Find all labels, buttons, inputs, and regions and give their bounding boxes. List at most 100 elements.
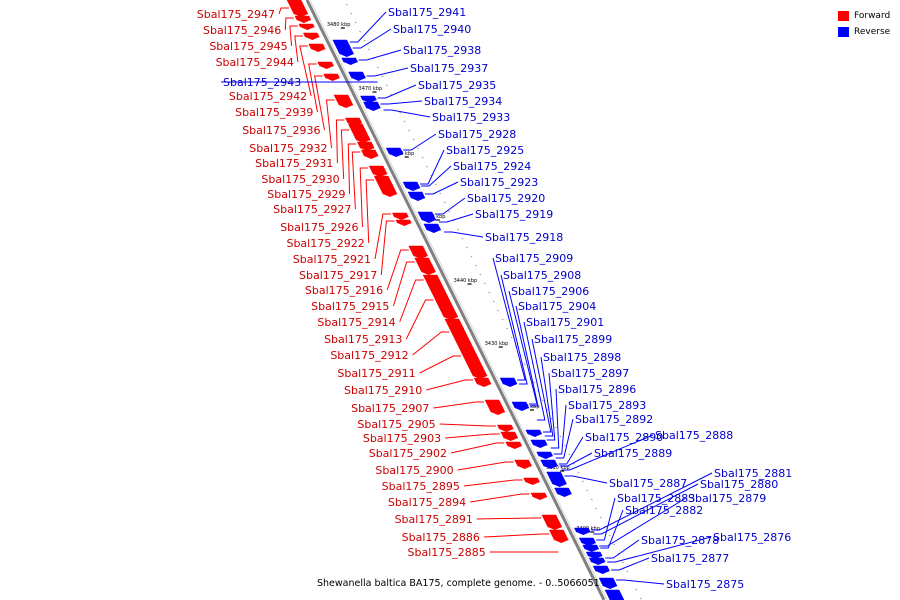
- forward-gene-label[interactable]: Sbal175_2946: [203, 24, 281, 37]
- reverse-gene-label[interactable]: Sbal175_2928: [438, 128, 516, 141]
- minor-tick: [461, 237, 464, 240]
- forward-gene-label[interactable]: Sbal175_2917: [299, 269, 377, 282]
- reverse-gene-label[interactable]: Sbal175_2893: [568, 399, 646, 412]
- reverse-gene-label[interactable]: Sbal175_2882: [625, 504, 703, 517]
- label-leader-line: [284, 17, 294, 31]
- forward-gene-label[interactable]: Sbal175_2921: [293, 253, 371, 266]
- reverse-gene-label[interactable]: Sbal175_2919: [475, 208, 553, 221]
- forward-gene-label[interactable]: Sbal175_2930: [261, 173, 339, 186]
- reverse-gene-label[interactable]: Sbal175_2909: [495, 252, 573, 265]
- gene-glyph: [423, 223, 442, 231]
- forward-gene-label[interactable]: Sbal175_2926: [280, 221, 358, 234]
- gene-arrowhead: [325, 78, 340, 81]
- gene-glyph: [578, 537, 597, 544]
- forward-gene-label[interactable]: Sbal175_2895: [382, 480, 460, 493]
- forward-gene-label[interactable]: Sbal175_2932: [249, 142, 327, 155]
- label-leader-line: [555, 418, 574, 459]
- reverse-gene-label[interactable]: Sbal175_2923: [460, 176, 538, 189]
- forward-gene-label[interactable]: Sbal175_2905: [357, 418, 435, 431]
- reverse-gene-label[interactable]: Sbal175_2937: [410, 62, 488, 75]
- reverse-gene-label[interactable]: Sbal175_2924: [453, 160, 531, 173]
- label-leader-line: [308, 63, 318, 113]
- genome-caption: Shewanella baltica BA175, complete genom…: [317, 578, 600, 589]
- forward-gene-label[interactable]: Sbal175_2936: [242, 124, 320, 137]
- reverse-gene-label[interactable]: Sbal175_2876: [713, 531, 791, 544]
- reverse-gene-label[interactable]: Sbal175_2887: [609, 477, 687, 490]
- forward-gene-label[interactable]: Sbal175_2914: [317, 316, 395, 329]
- reverse-gene-label[interactable]: Sbal175_2901: [526, 316, 604, 329]
- reverse-gene-label[interactable]: Sbal175_2943: [223, 76, 301, 89]
- gene-glyph: [582, 544, 600, 550]
- reverse-gene-label[interactable]: Sbal175_2933: [432, 111, 510, 124]
- label-leader-line: [445, 433, 500, 439]
- forward-gene-label[interactable]: Sbal175_2915: [311, 300, 389, 313]
- forward-gene-label[interactable]: Sbal175_2922: [286, 237, 364, 250]
- minor-tick: [416, 147, 420, 150]
- reverse-gene-label[interactable]: Sbal175_2899: [534, 333, 612, 346]
- reverse-gene-label[interactable]: Sbal175_2896: [558, 383, 636, 396]
- reverse-gene-label[interactable]: Sbal175_2875: [666, 578, 744, 591]
- reverse-gene-label[interactable]: Sbal175_2880: [700, 478, 778, 491]
- reverse-gene-label[interactable]: Sbal175_2889: [594, 447, 672, 460]
- reverse-gene-label[interactable]: Sbal175_2908: [503, 269, 581, 282]
- label-leader-line: [434, 197, 466, 215]
- forward-gene-label[interactable]: Sbal175_2900: [375, 464, 453, 477]
- forward-gene-label[interactable]: Sbal175_2942: [229, 90, 307, 103]
- forward-gene-label[interactable]: Sbal175_2913: [324, 333, 402, 346]
- reverse-gene-label[interactable]: Sbal175_2935: [418, 79, 496, 92]
- minor-tick: [577, 471, 580, 474]
- forward-gene-label[interactable]: Sbal175_2886: [402, 531, 480, 544]
- gene-glyph: [294, 15, 312, 21]
- forward-gene-label[interactable]: Sbal175_2916: [305, 284, 383, 297]
- forward-gene-label[interactable]: Sbal175_2944: [216, 56, 294, 69]
- minor-tick: [523, 363, 526, 366]
- label-leader-line: [425, 181, 459, 195]
- forward-gene-label[interactable]: Sbal175_2912: [330, 349, 408, 362]
- reverse-gene-label[interactable]: Sbal175_2888: [655, 429, 733, 442]
- minor-tick: [635, 588, 638, 591]
- forward-gene-label[interactable]: Sbal175_2947: [197, 8, 275, 21]
- gene-glyph: [592, 565, 611, 572]
- forward-gene-label[interactable]: Sbal175_2939: [235, 106, 313, 119]
- forward-gene-label[interactable]: Sbal175_2891: [395, 513, 473, 526]
- reverse-gene-label[interactable]: Sbal175_2925: [446, 144, 524, 157]
- forward-gene-label[interactable]: Sbal175_2902: [369, 447, 447, 460]
- reverse-gene-label[interactable]: Sbal175_2883: [617, 492, 695, 505]
- reverse-gene-label[interactable]: Sbal175_2890: [585, 431, 663, 444]
- label-leader-line: [314, 75, 325, 131]
- reverse-gene-label[interactable]: Sbal175_2906: [511, 285, 589, 298]
- reverse-gene-label[interactable]: Sbal175_2897: [551, 367, 629, 380]
- forward-gene-label[interactable]: Sbal175_2945: [209, 40, 287, 53]
- label-leader-line: [564, 475, 608, 484]
- forward-gene-label[interactable]: Sbal175_2885: [408, 546, 486, 559]
- reverse-gene-label[interactable]: Sbal175_2878: [641, 534, 719, 547]
- forward-gene-label[interactable]: Sbal175_2927: [273, 203, 351, 216]
- reverse-gene-label[interactable]: Sbal175_2938: [403, 44, 481, 57]
- reverse-gene-label[interactable]: Sbal175_2940: [393, 23, 471, 36]
- reverse-gene-label[interactable]: Sbal175_2941: [388, 6, 466, 19]
- reverse-gene-label[interactable]: Sbal175_2920: [467, 192, 545, 205]
- forward-gene-label[interactable]: Sbal175_2931: [255, 157, 333, 170]
- reverse-gene-label[interactable]: Sbal175_2934: [424, 95, 502, 108]
- reverse-gene-label[interactable]: Sbal175_2881: [714, 467, 792, 480]
- minor-tick: [443, 201, 446, 204]
- reverse-gene-label[interactable]: Sbal175_2879: [688, 492, 766, 505]
- reverse-gene-label[interactable]: Sbal175_2918: [485, 231, 563, 244]
- reverse-gene-label[interactable]: Sbal175_2898: [543, 351, 621, 364]
- minor-tick: [621, 561, 624, 564]
- forward-gene-label[interactable]: Sbal175_2910: [344, 384, 422, 397]
- forward-gene-label[interactable]: Sbal175_2907: [351, 402, 429, 415]
- reverse-gene-label[interactable]: Sbal175_2892: [575, 413, 653, 426]
- minor-tick: [474, 264, 477, 267]
- forward-gene-label[interactable]: Sbal175_2903: [363, 432, 441, 445]
- reverse-gene-label[interactable]: Sbal175_2904: [518, 300, 596, 313]
- minor-tick: [354, 21, 357, 24]
- forward-gene-label[interactable]: Sbal175_2894: [388, 496, 466, 509]
- forward-gene-label[interactable]: Sbal175_2929: [267, 188, 345, 201]
- gene-arrowhead: [296, 20, 311, 23]
- reverse-gene-label[interactable]: Sbal175_2877: [651, 552, 729, 565]
- forward-gene-label[interactable]: Sbal175_2911: [337, 367, 415, 380]
- label-leader-line: [476, 517, 542, 520]
